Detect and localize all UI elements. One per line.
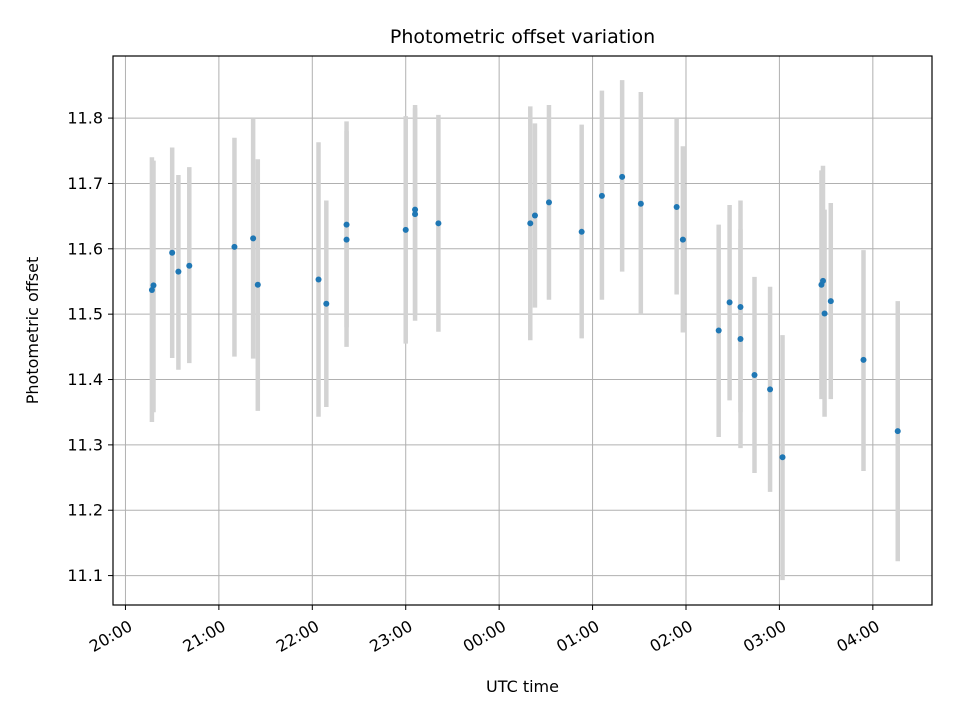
data-point xyxy=(715,327,722,334)
data-point xyxy=(186,262,193,269)
data-point xyxy=(175,268,182,275)
data-point xyxy=(315,276,322,283)
data-point xyxy=(169,249,176,256)
data-point xyxy=(231,243,238,250)
data-point xyxy=(150,282,157,289)
y-tick-label: 11.7 xyxy=(67,174,103,193)
y-axis-ticks: 11.1 11.2 11.3 11.4 11.5 11.6 11.7 11.8 xyxy=(67,109,113,585)
data-point xyxy=(751,371,758,378)
data-point xyxy=(531,212,538,219)
data-point xyxy=(527,220,534,227)
data-point xyxy=(767,386,774,393)
y-tick-label: 11.5 xyxy=(67,305,103,324)
data-point xyxy=(545,199,552,206)
data-point xyxy=(821,310,828,317)
data-point xyxy=(726,299,733,306)
data-point xyxy=(894,428,901,435)
plot-area-frame xyxy=(112,55,933,606)
y-tick-label: 11.3 xyxy=(67,435,103,454)
y-axis-title: Photometric offset xyxy=(23,257,42,405)
data-point xyxy=(343,236,350,243)
grid xyxy=(113,56,932,605)
data-point xyxy=(250,235,257,242)
y-tick-label: 11.8 xyxy=(67,109,103,128)
data-point xyxy=(435,220,442,227)
data-point xyxy=(637,200,644,207)
y-tick-label: 11.2 xyxy=(67,501,103,520)
data-point xyxy=(737,303,744,310)
data-point xyxy=(412,206,419,213)
data-point xyxy=(578,228,585,235)
chart-title: Photometric offset variation xyxy=(390,26,655,48)
y-tick-label: 11.1 xyxy=(67,566,103,585)
data-point xyxy=(737,335,744,342)
data-point xyxy=(679,236,686,243)
data-point xyxy=(323,300,330,307)
data-point xyxy=(827,298,834,305)
data-points xyxy=(148,173,901,461)
data-point xyxy=(673,203,680,210)
data-point xyxy=(412,211,419,218)
data-point xyxy=(343,221,350,228)
data-point xyxy=(402,226,409,233)
data-point xyxy=(779,454,786,461)
data-point xyxy=(619,173,626,180)
data-point xyxy=(820,277,827,284)
y-tick-label: 11.6 xyxy=(67,239,103,258)
data-point xyxy=(860,356,867,363)
y-tick-label: 11.4 xyxy=(67,370,103,389)
x-axis-title: UTC time xyxy=(486,677,559,696)
data-point xyxy=(254,281,261,288)
data-point xyxy=(148,286,155,293)
data-point xyxy=(598,192,605,199)
